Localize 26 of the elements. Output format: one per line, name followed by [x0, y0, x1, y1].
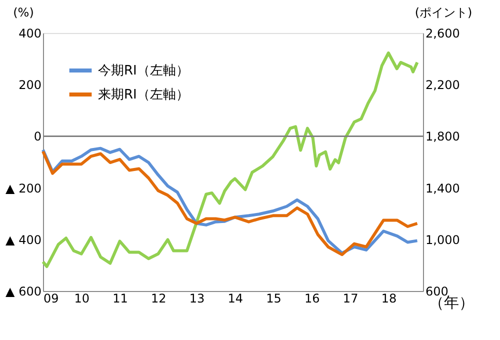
x-tick-label: 11: [112, 292, 128, 306]
y-axis-title: (%): [13, 6, 34, 20]
x-tick-label: 12: [151, 292, 166, 306]
x-tick-label: 15: [266, 292, 282, 306]
x-tick-label: 13: [189, 292, 205, 306]
y2-tick-label: 1,000: [426, 232, 460, 247]
y-tick-label: 200: [18, 78, 42, 92]
x-tick-label: 16: [304, 292, 320, 306]
y2-tick-label: 2,200: [426, 78, 460, 92]
legend-label: 今期RI（左軸）: [98, 64, 189, 78]
y-tick-label: 0: [34, 130, 42, 144]
y-tick-label: ▲ 200: [6, 181, 42, 196]
y2-tick-label: 1,800: [426, 130, 460, 144]
y-tick-label: 400: [18, 26, 42, 40]
x-tick-label: 14: [228, 292, 244, 306]
y2-axis-title: (ポイント): [414, 6, 472, 20]
x-tick-label: 18: [381, 292, 397, 306]
y2-tick-label: 1,400: [426, 181, 460, 196]
legend-label: 来期RI（左軸）: [98, 88, 189, 102]
y-tick-label: ▲ 400: [6, 232, 42, 247]
y-tick-label: ▲ 600: [6, 284, 42, 298]
x-tick-label: 17: [342, 292, 358, 306]
line-series: [42, 51, 419, 268]
y2-tick-label: 2,600: [426, 26, 460, 40]
x-tick-label: 10: [74, 292, 90, 306]
x-tick-label: 09: [44, 292, 59, 306]
